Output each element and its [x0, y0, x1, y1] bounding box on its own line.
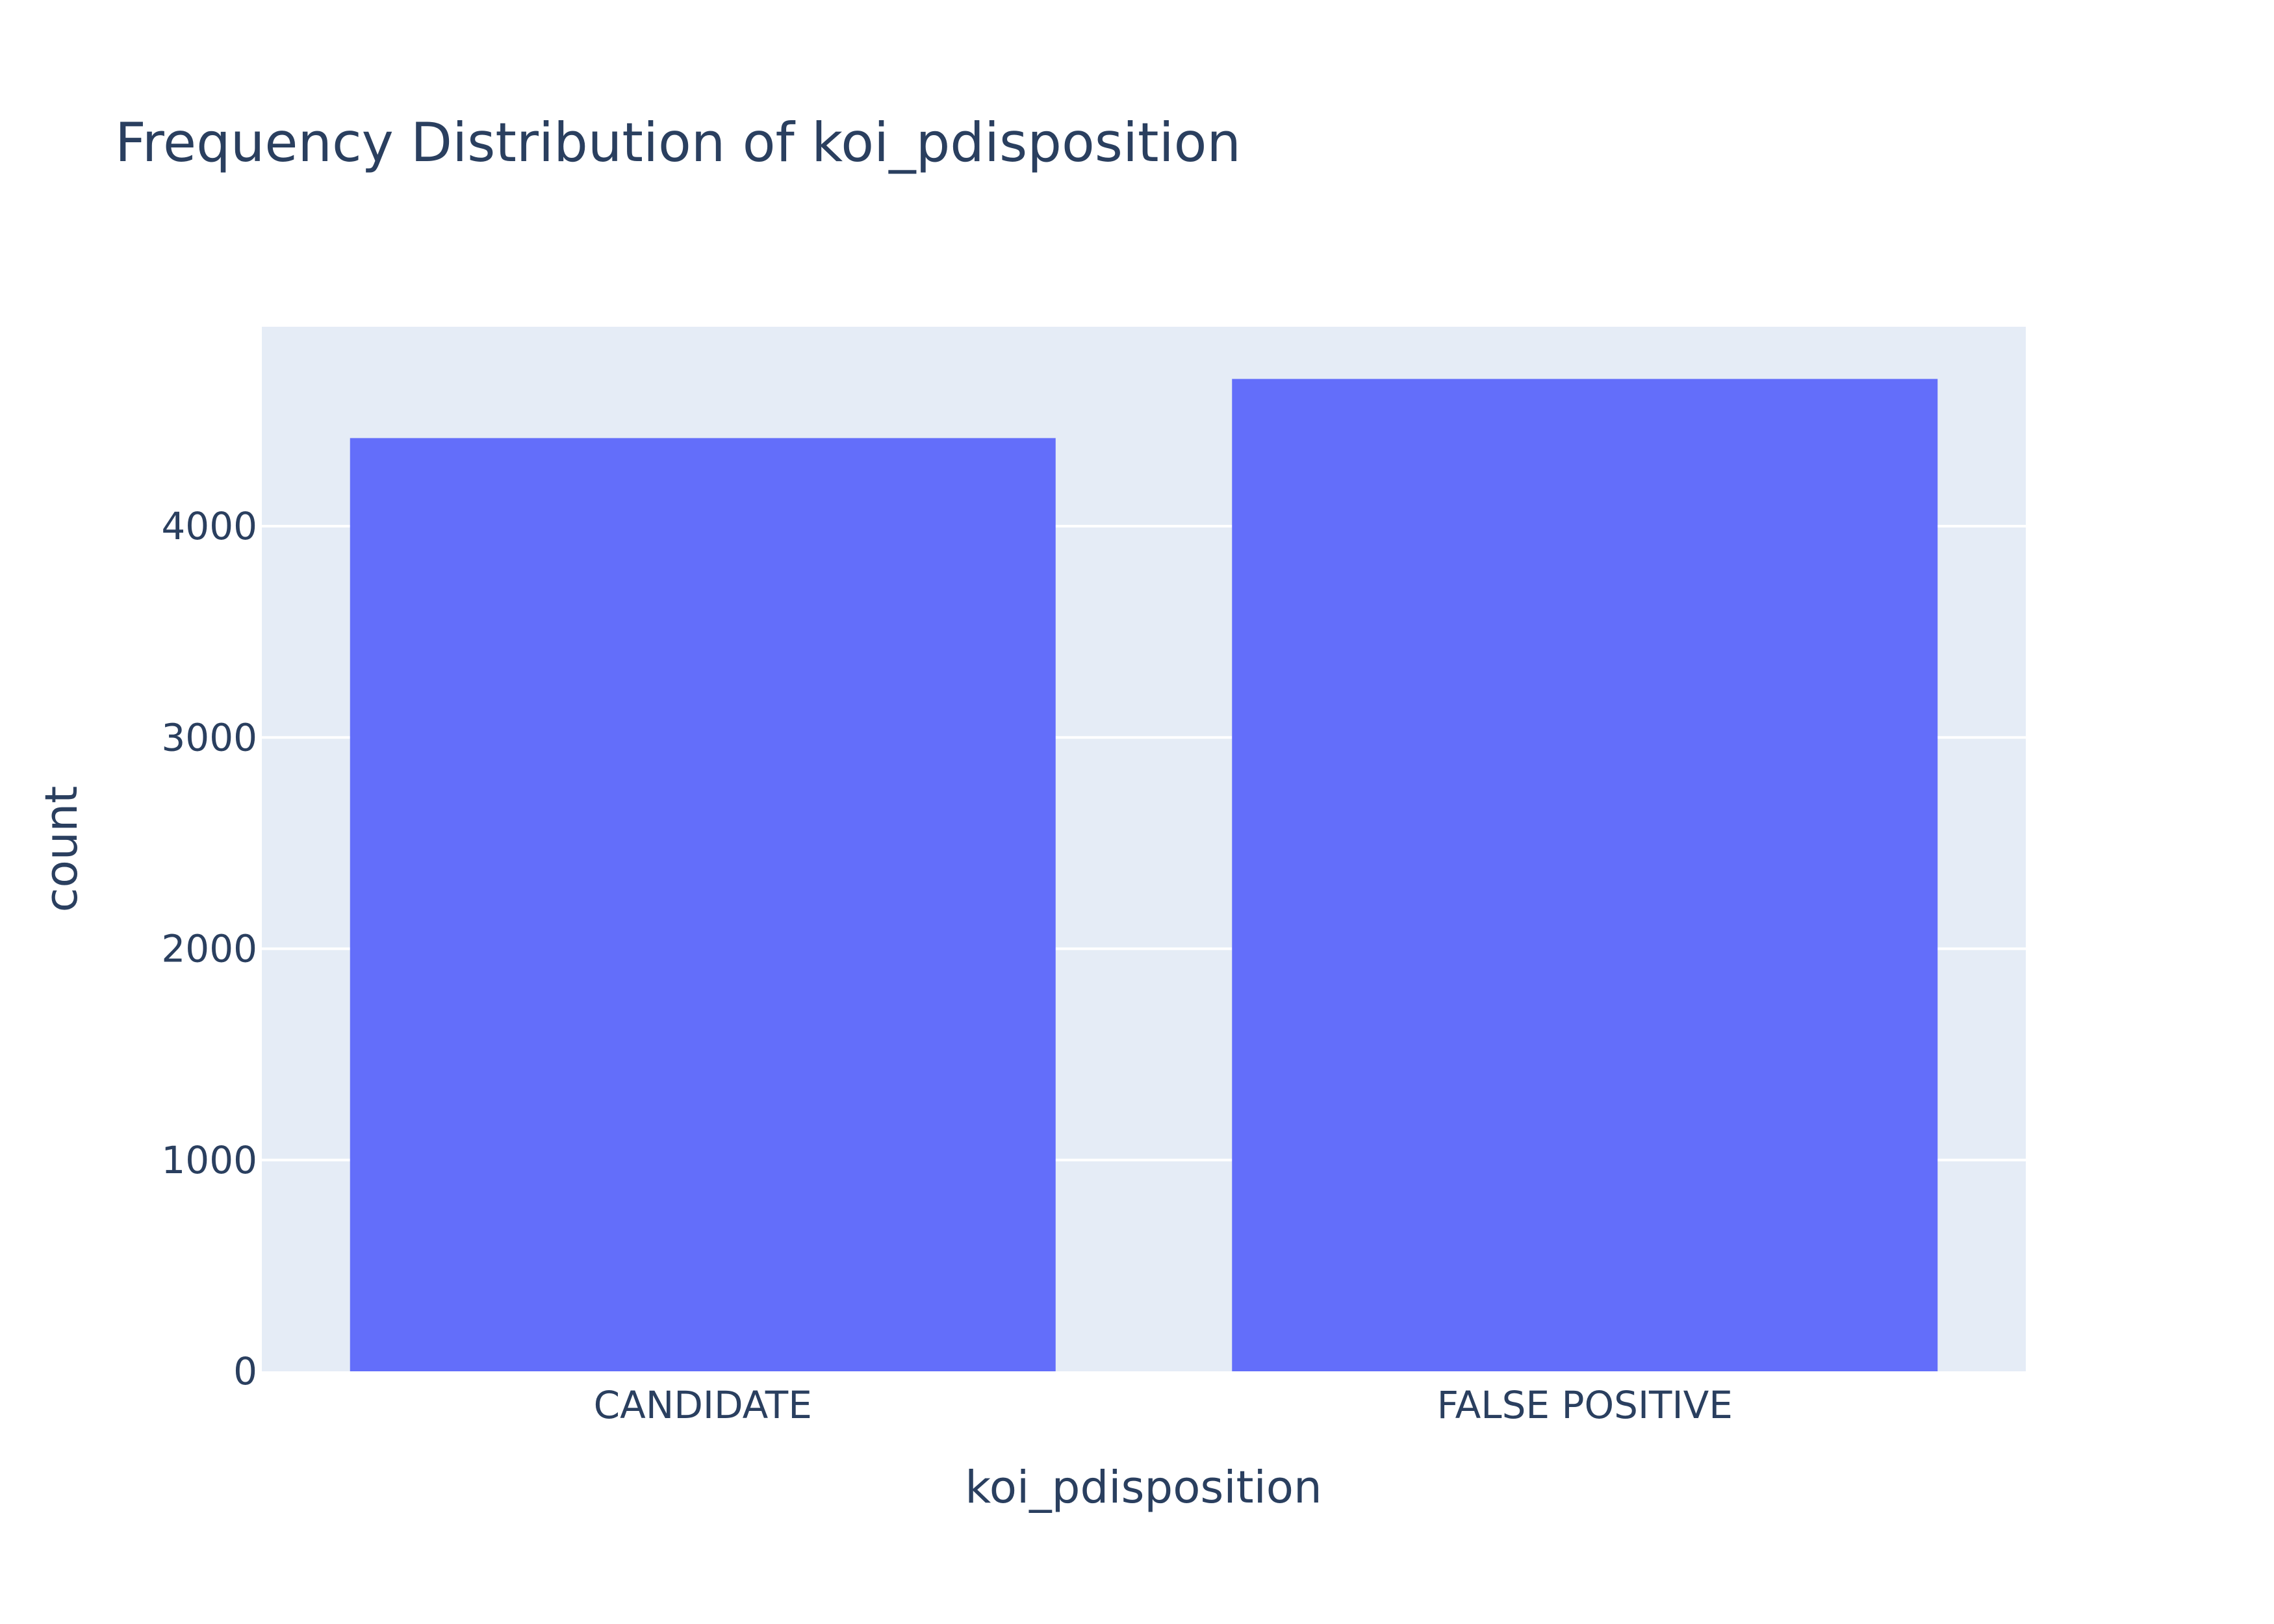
- x-axis-title: koi_pdisposition: [965, 1462, 1322, 1514]
- x-tick-label: FALSE POSITIVE: [1437, 1383, 1733, 1427]
- y-tick-label: 0: [233, 1349, 257, 1393]
- bar: [350, 438, 1056, 1372]
- x-axis-ticks: CANDIDATE FALSE POSITIVE: [594, 1383, 1733, 1427]
- y-tick-label: 2000: [161, 927, 257, 971]
- x-tick-label: CANDIDATE: [594, 1383, 812, 1427]
- bars: [350, 379, 1938, 1372]
- chart-title: Frequency Distribution of koi_pdispositi…: [115, 111, 1241, 174]
- y-tick-label: 4000: [161, 504, 257, 548]
- y-tick-label: 1000: [161, 1138, 257, 1182]
- y-axis-ticks: 0 1000 2000 3000 4000: [161, 504, 257, 1393]
- bar: [1232, 379, 1938, 1371]
- y-axis-title: count: [36, 786, 88, 913]
- y-tick-label: 3000: [161, 715, 257, 759]
